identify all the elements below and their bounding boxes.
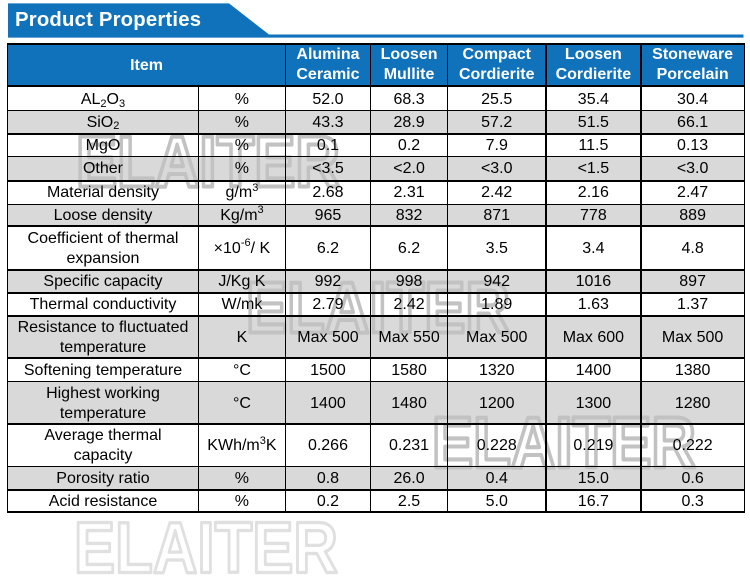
svg-text:ELAITER: ELAITER [76,133,340,191]
svg-text:ELAITER: ELAITER [432,414,696,472]
svg-text:ELAITER: ELAITER [246,279,510,337]
svg-text:ELAITER: ELAITER [74,519,338,577]
